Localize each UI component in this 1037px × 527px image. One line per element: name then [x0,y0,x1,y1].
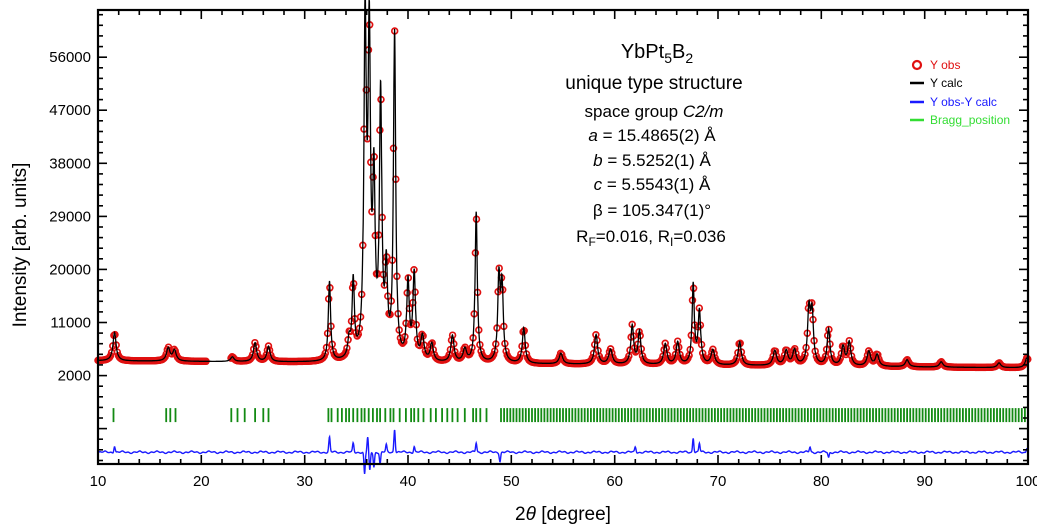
y-obs-point [467,348,475,356]
r-i-subscript: I [670,235,673,249]
annotation-line1: unique type structure [565,73,742,94]
y-obs-point [658,355,666,364]
lattice-c-symbol: c [594,175,603,194]
structure-annotation: YbPt5B2 unique type structure space grou… [565,41,742,249]
formula-b-subscript: 2 [685,50,693,66]
series-bragg-position [112,408,1026,423]
x-tick-label: 50 [503,473,520,490]
y-axis-ticks: 2000 11000 20000 29000 38000 47000 56000 [49,13,1028,462]
x-tick-label: 20 [193,473,210,490]
legend-marker-y-obs [911,59,923,71]
legend-label-difference: Y obs-Y calc [930,95,997,109]
legend-label-y-obs: Y obs [930,58,960,72]
y-obs-point [415,341,424,350]
x-tick-label: 80 [813,473,830,490]
lattice-b-value: = 5.5252(1) Å [603,151,712,170]
y-obs-point [670,354,679,363]
annotation-beta: β = 105.347(1)° [593,201,711,220]
y-obs-point [606,345,615,353]
series-y-calc [98,0,1029,369]
y-obs-point [783,346,791,355]
r-f-symbol: R [576,227,588,246]
axes-layer: 10 20 30 40 50 60 70 80 90 100 2000 11000 20000 29000… [49,8,1037,490]
formula-b: B [672,41,685,63]
x-axis-label-prefix: 2 [515,504,526,525]
formula-pt-subscript: 5 [664,50,672,66]
formula-yb-pt: YbPt [621,41,665,63]
lattice-a-value: = 15.4865(2) Å [598,126,716,145]
lattice-c-value: = 5.5543(1) Å [602,175,711,194]
x-tick-label: 30 [296,473,313,490]
annotation-r-factors: RF=0.016, RI=0.036 [576,227,726,249]
y-tick-label: 38000 [49,155,91,172]
y-obs-point [588,354,597,362]
plot-data-layer [94,0,1032,474]
y-tick-label: 11000 [50,315,91,332]
annotation-lattice-a: a = 15.4865(2) Å [588,126,716,145]
x-tick-label: 60 [606,473,623,490]
y-obs-point [800,353,808,362]
legend-label-y-calc: Y calc [930,76,962,90]
legend-label-bragg: Bragg_position [930,113,1010,127]
x-axis-ticks: 10 20 30 40 50 60 70 80 90 100 [90,10,1037,490]
x-tick-label: 10 [90,473,107,490]
y-tick-label: 47000 [49,102,91,119]
y-obs-point [791,344,799,353]
y-obs-point [874,351,882,359]
y-obs-point [264,342,273,350]
x-axis-label-theta: θ [526,504,537,525]
r-f-value: =0.016, R [596,227,670,246]
y-tick-label: 29000 [49,208,91,225]
x-tick-label: 100 [1015,473,1037,490]
y-tick-label: 56000 [49,49,91,66]
r-f-subscript: F [588,235,595,249]
y-obs-point [251,338,259,347]
annotation-lattice-c: c = 5.5543(1) Å [594,175,711,194]
y-obs-point [398,339,407,347]
x-axis-label: 2θ [degree] [515,504,611,525]
legend: Y obs Y calc Y obs-Y calc Bragg_position [910,58,1010,127]
y-obs-point [171,347,180,355]
space-group-symbol: C2/m [683,102,724,121]
y-obs-point [106,352,115,360]
y-obs-point [515,353,524,362]
r-i-value: =0.036 [673,227,725,246]
x-axis-label-suffix: [degree] [536,504,611,525]
y-obs-point [461,343,469,351]
lattice-b-symbol: b [593,151,602,170]
annotation-space-group: space group C2/m [585,102,724,121]
annotation-lattice-b: b = 5.5252(1) Å [593,151,711,170]
x-tick-label: 90 [916,473,933,490]
annotation-formula: YbPt5B2 [621,41,694,66]
y-obs-point [709,345,717,354]
y-axis-label: Intensity [arb. units] [10,163,31,328]
y-tick-label: 2000 [58,368,91,385]
lattice-a-symbol: a [588,126,597,145]
x-tick-label: 70 [710,473,727,490]
space-group-text: space group [585,102,683,121]
y-obs-point [489,350,498,359]
y-obs-point [342,348,350,356]
x-tick-label: 40 [400,473,417,490]
y-tick-label: 20000 [49,261,91,278]
series-y-obs-minus-y-calc [97,429,1029,474]
